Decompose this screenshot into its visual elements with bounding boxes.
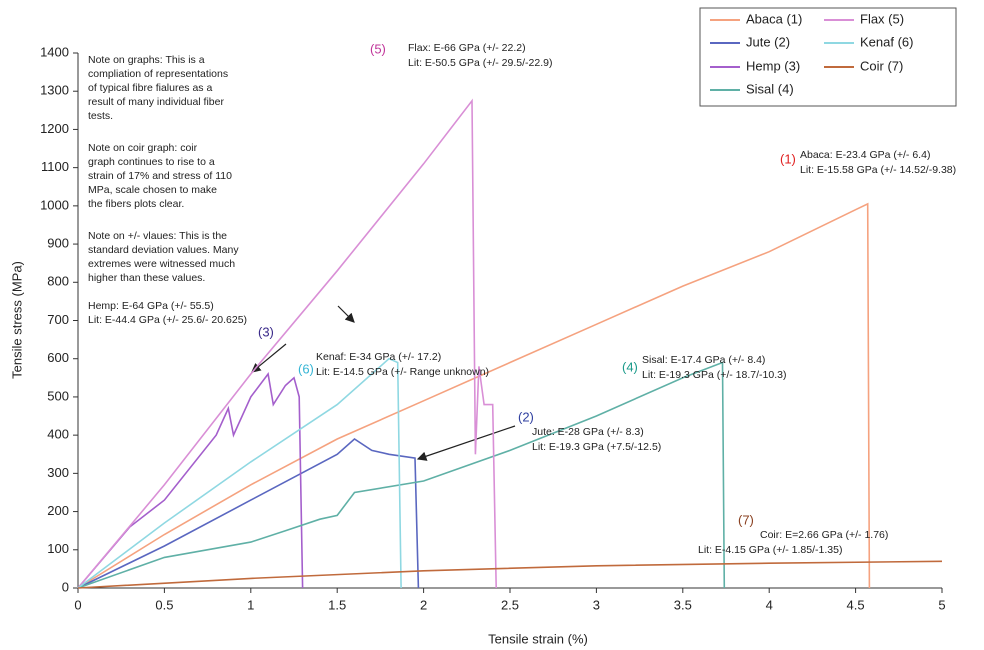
y-tick-label: 300 — [47, 465, 69, 480]
annotation-label: (5) — [370, 41, 386, 56]
annotation-text: Lit: E-14.5 GPa (+/- Range unknown) — [316, 366, 489, 378]
x-tick-label: 2 — [420, 597, 427, 612]
arrows — [251, 305, 516, 461]
note-text: compliation of representations — [88, 68, 228, 80]
x-axis-label: Tensile strain (%) — [488, 631, 588, 646]
y-tick-label: 600 — [47, 350, 69, 365]
series-line — [77, 98, 497, 589]
annotation-label: (7) — [738, 512, 754, 527]
y-tick-label: 900 — [47, 236, 69, 251]
annotation-text: Lit: E-50.5 GPa (+/- 29.5/-22.9) — [408, 57, 552, 69]
note-text: of typical fibre fialures as a — [88, 82, 212, 94]
annotation-label: (4) — [622, 359, 638, 374]
x-tick-label: 1 — [247, 597, 254, 612]
note-text: extremes were witnessed much — [88, 258, 235, 270]
legend-label: Kenaf (6) — [860, 34, 913, 49]
y-tick-label: 200 — [47, 503, 69, 518]
y-axis-label: Tensile stress (MPa) — [9, 261, 24, 379]
x-tick-label: 4.5 — [847, 597, 865, 612]
annotation-text: Lit: E-4.15 GPa (+/- 1.85/-1.35) — [698, 544, 842, 556]
note-text: standard deviation values. Many — [88, 244, 239, 256]
x-tick-label: 1.5 — [328, 597, 346, 612]
legend-label: Jute (2) — [746, 34, 790, 49]
y-tick-label: 1200 — [40, 121, 69, 136]
x-tick-label: 3 — [593, 597, 600, 612]
y-tick-label: 800 — [47, 274, 69, 289]
y-tick-label: 700 — [47, 312, 69, 327]
series-line — [77, 357, 402, 589]
series-line — [77, 202, 871, 589]
y-tick-label: 500 — [47, 388, 69, 403]
annotation-text: Abaca: E-23.4 GPa (+/- 6.4) — [800, 149, 930, 161]
x-tick-label: 0.5 — [155, 597, 173, 612]
note-text: Lit: E-44.4 GPa (+/- 25.6/- 20.625) — [88, 314, 247, 326]
y-tick-label: 1000 — [40, 197, 69, 212]
legend-label: Sisal (4) — [746, 81, 794, 96]
note-text: graph continues to rise to a — [88, 156, 215, 168]
legend-label: Abaca (1) — [746, 11, 802, 26]
note-text: Note on +/- vlaues: This is the — [88, 230, 227, 242]
annotation-text: Flax: E-66 GPa (+/- 22.2) — [408, 42, 526, 54]
annotation-label: (2) — [518, 409, 534, 424]
annotation-text: Coir: E=2.66 GPa (+/- 1.76) — [760, 529, 888, 541]
series-line — [77, 372, 304, 589]
x-tick-label: 2.5 — [501, 597, 519, 612]
y-tick-label: 100 — [47, 541, 69, 556]
note-text: result of many individual fiber — [88, 96, 224, 108]
series-line — [77, 560, 943, 589]
note-text: Note on graphs: This is a — [88, 54, 205, 66]
y-tick-label: 0 — [62, 579, 69, 594]
note-text: higher than these values. — [88, 272, 205, 284]
annotation-label: (3) — [258, 324, 274, 339]
x-tick-label: 5 — [938, 597, 945, 612]
x-tick-label: 0 — [74, 597, 81, 612]
note-text: Note on coir graph: coir — [88, 142, 198, 154]
x-tick-label: 3.5 — [674, 597, 692, 612]
legend-label: Hemp (3) — [746, 58, 800, 73]
note-text: strain of 17% and stress of 110 — [88, 170, 232, 182]
annotation-text: Lit: E-15.58 GPa (+/- 14.52/-9.38) — [800, 164, 956, 176]
annotation-text: Sisal: E-17.4 GPa (+/- 8.4) — [642, 354, 765, 366]
annotation-label: (6) — [298, 361, 314, 376]
legend-label: Flax (5) — [860, 11, 904, 26]
note-text: Hemp: E-64 GPa (+/- 55.5) — [88, 300, 214, 312]
note-text: MPa, scale chosen to make — [88, 184, 217, 196]
annotation-text: Kenaf: E-34 GPa (+/- 17.2) — [316, 351, 441, 363]
annotation-text: Jute: E-28 GPa (+/- 8.3) — [532, 426, 644, 438]
note-text: tests. — [88, 110, 113, 122]
y-tick-label: 1300 — [40, 83, 69, 98]
legend-box — [699, 7, 957, 107]
annotation-label: (1) — [780, 151, 796, 166]
y-tick-label: 1100 — [41, 159, 69, 174]
annotation-text: Lit: E-19.3 GPa (+/- 18.7/-10.3) — [642, 369, 786, 381]
annotation-text: Lit: E-19.3 GPa (+7.5/-12.5) — [532, 441, 661, 453]
series-line — [77, 361, 726, 589]
note-text: the fibers plots clear. — [88, 198, 184, 210]
y-tick-label: 400 — [47, 427, 69, 442]
series-line — [77, 437, 420, 589]
x-tick-label: 4 — [766, 597, 773, 612]
y-tick-label: 1400 — [40, 44, 69, 59]
legend-label: Coir (7) — [860, 58, 903, 73]
